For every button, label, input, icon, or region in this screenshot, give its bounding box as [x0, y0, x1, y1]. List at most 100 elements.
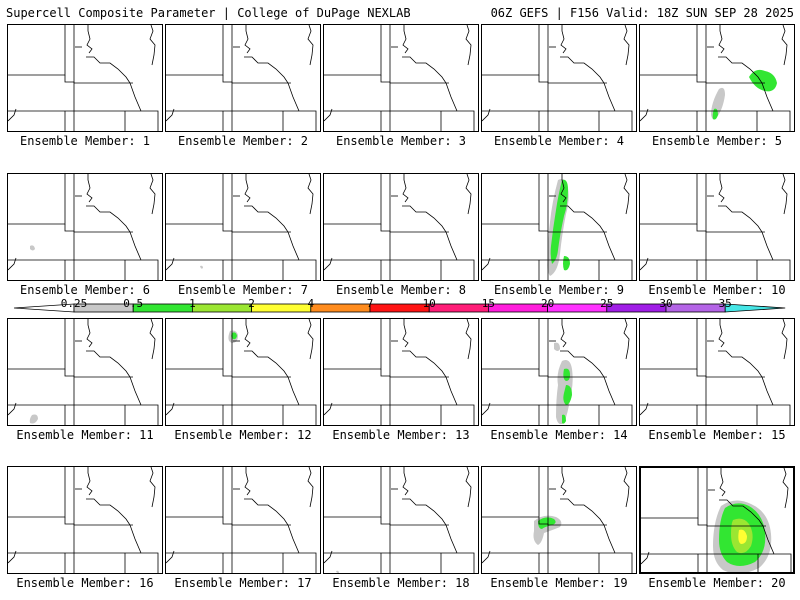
- state-boundary: [324, 550, 333, 564]
- state-boundary: [324, 174, 382, 225]
- state-boundary: [560, 350, 616, 406]
- field-contour: [749, 69, 777, 92]
- member-map-10: [639, 173, 795, 281]
- state-boundary: [166, 224, 233, 261]
- member-map-3: [323, 24, 479, 132]
- state-boundary: [166, 467, 224, 518]
- state-boundary: [465, 25, 472, 66]
- colorbar-tick-label: 15: [481, 297, 496, 310]
- colorbar-segment: [310, 303, 371, 313]
- state-boundary: [782, 468, 789, 509]
- state-boundary: [560, 205, 616, 261]
- member-label: Ensemble Member: 7: [177, 283, 309, 297]
- state-boundary: [641, 468, 699, 519]
- member-map-17: [165, 466, 321, 574]
- state-boundary: [482, 550, 491, 564]
- state-boundary: [244, 319, 251, 348]
- state-boundary: [718, 350, 774, 406]
- state-boundary: [244, 498, 300, 554]
- field-contour: [562, 414, 566, 424]
- colorbar-tick-label: 30: [659, 297, 673, 310]
- state-boundary: [482, 174, 540, 225]
- state-boundary: [560, 56, 616, 112]
- colorbar-segment: [547, 303, 608, 313]
- member-map-svg: [640, 174, 791, 280]
- member-map-svg: [482, 467, 633, 573]
- colorbar-segment: [251, 303, 312, 313]
- member-map-svg: [640, 319, 791, 425]
- state-boundary: [8, 402, 17, 416]
- state-boundary: [718, 205, 774, 261]
- state-boundary: [86, 205, 142, 261]
- color-scale-bar: [13, 303, 786, 313]
- state-boundary: [86, 25, 93, 54]
- state-boundary: [166, 369, 233, 406]
- member-map-18: [323, 466, 479, 574]
- colorbar-segment: [606, 303, 667, 313]
- state-boundary: [324, 108, 333, 122]
- member-map-svg: [8, 174, 159, 280]
- state-boundary: [244, 56, 300, 112]
- state-boundary: [324, 467, 382, 518]
- state-boundary: [8, 174, 66, 225]
- state-boundary: [641, 551, 650, 565]
- state-boundary: [482, 257, 491, 271]
- member-map-5: [639, 24, 795, 132]
- state-boundary: [560, 319, 567, 348]
- state-boundary: [8, 369, 75, 406]
- state-boundary: [8, 257, 17, 271]
- member-label: Ensemble Member: 17: [174, 576, 312, 590]
- state-boundary: [324, 75, 391, 112]
- member-label: Ensemble Member: 3: [335, 134, 467, 148]
- state-boundary: [8, 108, 17, 122]
- state-boundary: [244, 350, 300, 406]
- member-map-svg: [482, 25, 633, 131]
- state-boundary: [781, 25, 788, 66]
- state-boundary: [718, 56, 774, 112]
- state-boundary: [86, 56, 142, 112]
- colorbar-segment: [487, 303, 548, 313]
- state-boundary: [623, 319, 630, 360]
- state-boundary: [166, 174, 224, 225]
- member-map-svg: [166, 25, 317, 131]
- member-label: Ensemble Member: 12: [174, 428, 312, 442]
- state-boundary: [718, 25, 725, 54]
- field-contour: [563, 385, 572, 405]
- colorbar-tick-label: 20: [540, 297, 555, 310]
- state-boundary: [548, 404, 633, 425]
- state-boundary: [307, 467, 314, 508]
- state-boundary: [8, 467, 66, 518]
- state-boundary: [718, 319, 725, 348]
- state-boundary: [324, 319, 382, 370]
- state-boundary: [166, 108, 175, 122]
- state-boundary: [623, 25, 630, 66]
- member-label: Ensemble Member: 18: [332, 576, 470, 590]
- member-map-9: [481, 173, 637, 281]
- member-map-4: [481, 24, 637, 132]
- member-map-svg: [640, 25, 791, 131]
- member-map-7: [165, 173, 321, 281]
- member-map-svg: [482, 319, 633, 425]
- state-boundary: [640, 369, 707, 406]
- member-map-19: [481, 466, 637, 574]
- state-boundary: [706, 110, 791, 131]
- state-boundary: [402, 205, 458, 261]
- field-contour: [29, 414, 38, 424]
- member-map-svg: [166, 174, 317, 280]
- state-boundary: [74, 552, 159, 573]
- state-boundary: [166, 319, 224, 370]
- field-contour: [336, 570, 339, 573]
- state-boundary: [465, 319, 472, 360]
- state-boundary: [402, 174, 409, 203]
- state-boundary: [149, 319, 156, 360]
- field-contour: [554, 342, 560, 351]
- member-map-12: [165, 318, 321, 426]
- state-boundary: [307, 319, 314, 360]
- member-map-11: [7, 318, 163, 426]
- state-boundary: [8, 75, 75, 112]
- state-boundary: [86, 498, 142, 554]
- state-boundary: [402, 498, 458, 554]
- member-map-8: [323, 173, 479, 281]
- colorbar-segment: [428, 303, 489, 313]
- member-map-13: [323, 318, 479, 426]
